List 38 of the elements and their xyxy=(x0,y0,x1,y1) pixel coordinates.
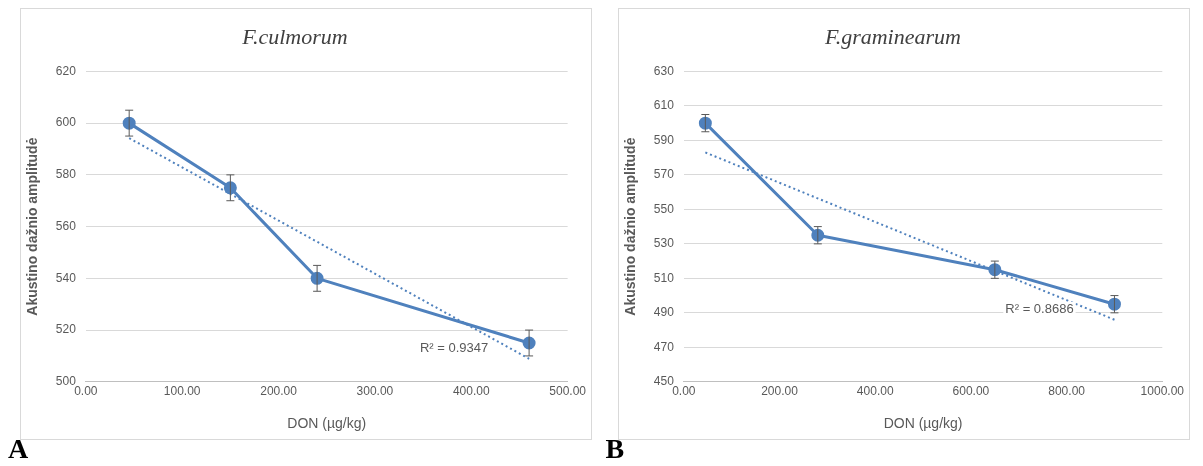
y-tick-label: 520 xyxy=(55,322,77,337)
y-tick-label: 550 xyxy=(653,201,674,216)
y-tick-label: 620 xyxy=(55,63,77,78)
annotation: R² = 0.9347 xyxy=(419,340,489,356)
y-tick-label: 530 xyxy=(653,236,674,251)
x-tick-label: 300.00 xyxy=(356,384,394,399)
chart-title: F.graminearum xyxy=(823,23,961,49)
y-tick-label: 450 xyxy=(653,374,674,389)
x-tick-label: 800.00 xyxy=(1047,384,1085,399)
y-axis-title: Akustino dažnio amplitudė xyxy=(621,137,638,316)
y-tick-label: 490 xyxy=(653,305,674,320)
y-tick-label: 540 xyxy=(55,270,77,285)
y-tick-label: 630 xyxy=(653,63,674,78)
x-axis-title: DON (µg/kg) xyxy=(287,415,367,432)
y-tick-label: 470 xyxy=(653,339,674,354)
y-tick-label: 510 xyxy=(653,270,674,285)
x-tick-label: 400.00 xyxy=(452,384,490,399)
annotation: R² = 0.8686 xyxy=(1004,301,1074,317)
y-tick-label: 590 xyxy=(653,132,674,147)
x-tick-label: 500.00 xyxy=(549,384,587,399)
x-tick-label: 200.00 xyxy=(760,384,798,399)
text: B xyxy=(605,433,625,465)
x-tick-label: 0.00 xyxy=(74,384,98,399)
text: A xyxy=(8,433,29,465)
chart-title: F.culmorum xyxy=(241,23,348,49)
y-tick-label: 580 xyxy=(55,167,77,182)
y-tick-label: 570 xyxy=(653,167,674,182)
x-tick-label: 600.00 xyxy=(952,384,990,399)
x-tick-label: 1000.00 xyxy=(1140,384,1184,399)
x-tick-label: 400.00 xyxy=(856,384,894,399)
x-axis-title: DON (µg/kg) xyxy=(883,415,962,432)
x-tick-label: 200.00 xyxy=(260,384,298,399)
y-tick-label: 560 xyxy=(55,218,77,233)
x-tick-label: 100.00 xyxy=(163,384,201,399)
y-tick-label: 600 xyxy=(55,115,77,130)
y-axis-title: Akustino dažnio amplitudė xyxy=(24,137,41,316)
x-tick-label: 0.00 xyxy=(671,384,696,399)
y-tick-label: 610 xyxy=(653,98,674,113)
